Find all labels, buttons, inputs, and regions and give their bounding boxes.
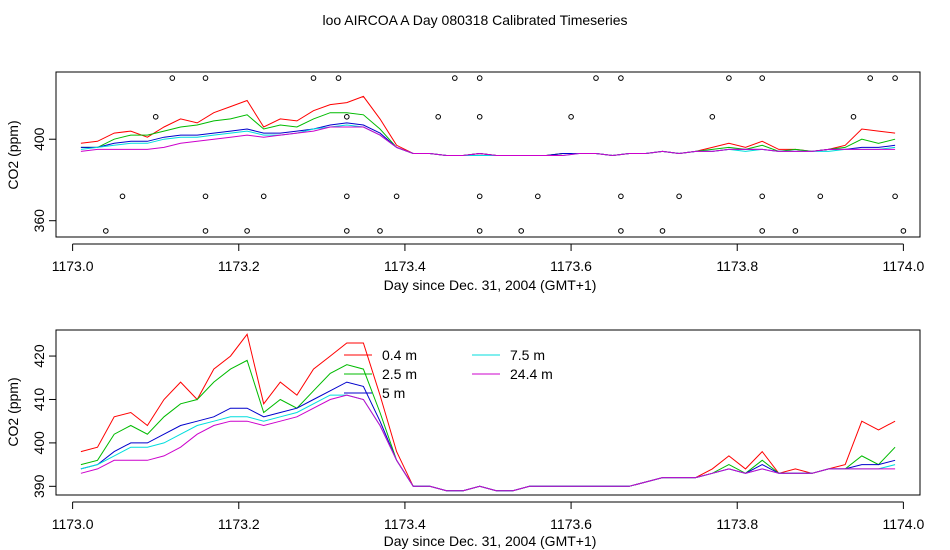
- marker-point: [817, 193, 824, 200]
- marker-point: [119, 193, 126, 200]
- top-plot-frame: [55, 71, 921, 238]
- legend-label-2-5-m: 2.5 m: [382, 366, 417, 382]
- bottom-panel: 1173.0 1173.2 1173.4 1173.6 1173.8 1174.0 390…: [5, 329, 924, 549]
- marker-point: [535, 193, 541, 200]
- top-series-0-4-m: [80, 95, 896, 157]
- marker-point: [202, 75, 209, 81]
- bottom-x-tick-label: 1173.4: [384, 516, 426, 532]
- marker-point: [892, 75, 898, 81]
- top-y-tick-label: 400: [31, 127, 47, 151]
- figure-title: loo AIRCOA A Day 080318 Calibrated Times…: [322, 12, 627, 28]
- bottom-series-0-4-m: [80, 333, 896, 492]
- marker-point: [618, 75, 624, 81]
- bottom-x-axis: 1173.0 1173.2 1173.4 1173.6 1173.8 1174.0: [52, 501, 924, 532]
- marker-point: [726, 75, 732, 81]
- marker-point: [476, 228, 483, 234]
- bottom-y-axis-label: CO2 (ppm): [5, 377, 21, 446]
- marker-point: [867, 75, 874, 81]
- marker-point: [452, 75, 458, 81]
- marker-point: [476, 75, 483, 81]
- marker-point: [518, 228, 525, 234]
- marker-point: [792, 228, 799, 234]
- top-y-axis-label: CO2 (ppm): [5, 120, 21, 189]
- top-y-tick-label: 360: [31, 209, 47, 233]
- marker-point: [676, 193, 682, 200]
- marker-point: [260, 193, 267, 200]
- bottom-y-tick-label: 410: [31, 388, 47, 412]
- top-x-tick-label: 1173.4: [384, 258, 426, 274]
- legend-label-5-m: 5 m: [382, 385, 405, 401]
- top-marker-points: [103, 75, 907, 234]
- bottom-series-2-5-m: [80, 359, 896, 492]
- bottom-series-7-5-m: [80, 394, 896, 492]
- marker-point: [435, 114, 442, 120]
- marker-point: [169, 75, 176, 81]
- top-x-tick-label: 1173.6: [550, 258, 592, 274]
- top-x-tick-label: 1173.2: [218, 258, 260, 274]
- marker-point: [568, 114, 574, 120]
- bottom-x-tick-label: 1173.0: [52, 516, 94, 532]
- top-y-axis: 360 400: [31, 127, 56, 232]
- bottom-x-tick-label: 1173.8: [716, 516, 758, 532]
- legend-label-0-4-m: 0.4 m: [382, 347, 417, 363]
- legend-label-24-4-m: 24.4 m: [510, 366, 553, 382]
- marker-point: [335, 75, 342, 81]
- bottom-series-lines: [80, 333, 896, 492]
- bottom-x-tick-label: 1173.6: [550, 516, 592, 532]
- bottom-series-24-4-m: [80, 394, 896, 492]
- bottom-y-tick-label: 420: [31, 344, 47, 368]
- marker-point: [618, 228, 624, 234]
- marker-point: [850, 114, 857, 120]
- marker-point: [659, 228, 666, 234]
- top-panel: 1173.0 1173.2 1173.4 1173.6 1173.8 1174.0 360…: [5, 71, 924, 293]
- marker-point: [476, 193, 483, 200]
- marker-point: [103, 228, 109, 234]
- bottom-x-tick-label: 1173.2: [218, 516, 260, 532]
- bottom-x-axis-label: Day since Dec. 31, 2004 (GMT+1): [384, 533, 597, 549]
- top-x-tick-label: 1174.0: [882, 258, 924, 274]
- top-x-axis: 1173.0 1173.2 1173.4 1173.6 1173.8 1174.0: [52, 243, 924, 274]
- top-x-tick-label: 1173.8: [716, 258, 758, 274]
- marker-point: [618, 193, 624, 200]
- marker-point: [244, 228, 250, 234]
- marker-point: [377, 228, 383, 234]
- top-x-tick-label: 1173.0: [52, 258, 94, 274]
- marker-point: [892, 193, 898, 200]
- marker-point: [709, 114, 716, 120]
- marker-point: [202, 228, 209, 234]
- bottom-y-axis: 390 400 410 420: [31, 344, 56, 498]
- marker-point: [900, 228, 907, 234]
- top-series-24-4-m: [80, 126, 896, 157]
- marker-point: [393, 193, 400, 200]
- top-x-axis-label: Day since Dec. 31, 2004 (GMT+1): [384, 277, 597, 293]
- bottom-x-tick-label: 1174.0: [882, 516, 924, 532]
- bottom-y-tick-label: 390: [31, 474, 47, 498]
- marker-point: [344, 114, 350, 120]
- marker-point: [344, 228, 350, 234]
- marker-point: [759, 75, 766, 81]
- bottom-series-5-m: [80, 381, 896, 492]
- marker-point: [152, 114, 159, 120]
- marker-point: [310, 75, 317, 81]
- marker-point: [759, 228, 766, 234]
- marker-point: [759, 193, 766, 200]
- marker-point: [344, 193, 350, 200]
- marker-point: [202, 193, 209, 200]
- legend: 0.4 m 2.5 m 5 m 7.5 m 24.4 m: [344, 347, 553, 401]
- marker-point: [593, 75, 599, 81]
- bottom-y-tick-label: 400: [31, 431, 47, 455]
- bottom-plot-frame: [55, 329, 921, 496]
- marker-point: [476, 114, 483, 120]
- top-series-lines: [80, 95, 896, 157]
- legend-label-7-5-m: 7.5 m: [510, 347, 545, 363]
